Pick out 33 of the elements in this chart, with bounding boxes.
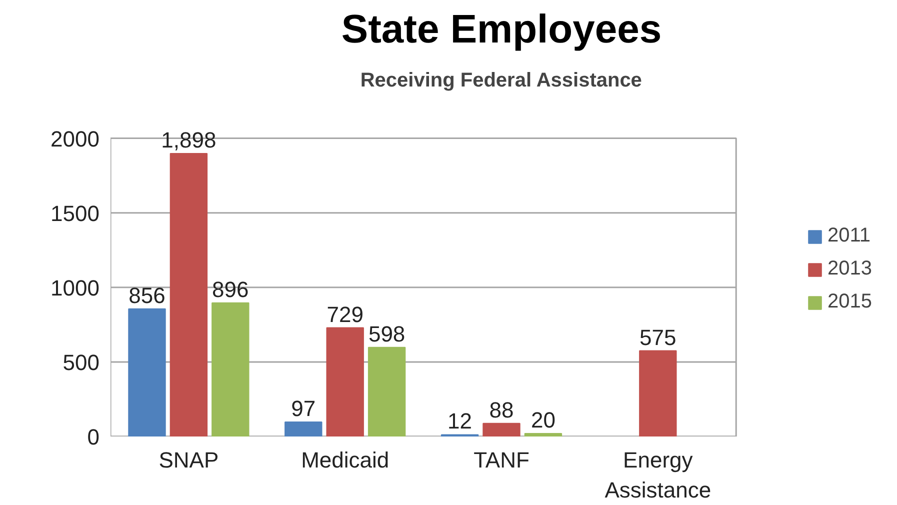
bar: [368, 346, 406, 436]
bar: [326, 327, 364, 436]
y-tick-label: 0: [87, 424, 100, 450]
bar: [482, 422, 520, 436]
bar: [284, 422, 322, 436]
x-tick-label: Medicaid: [301, 448, 390, 472]
y-tick-label: 500: [62, 350, 100, 375]
chart-subtitle: Receiving Federal Assistance: [360, 70, 642, 92]
x-tick-label: SNAP: [158, 448, 219, 472]
data-label: 598: [368, 321, 406, 346]
bar: [212, 302, 250, 436]
x-tick-label: Energy Assistance: [604, 448, 712, 502]
data-label: 12: [448, 408, 472, 434]
legend-label: 2013: [828, 258, 872, 280]
legend-label: 2015: [828, 290, 872, 314]
x-tick-label: TANF: [474, 448, 530, 472]
bar: [639, 350, 677, 436]
data-label: 20: [530, 408, 556, 433]
data-label: 729: [326, 302, 364, 327]
legend-label: 2011: [828, 224, 871, 248]
chart-title: State Employees: [341, 8, 662, 52]
y-tick-label: 1000: [50, 275, 100, 300]
data-label: 896: [212, 276, 249, 302]
y-tick-label: 2000: [50, 126, 100, 152]
data-label: 97: [291, 396, 316, 422]
y-tick-label: 1500: [50, 200, 100, 226]
data-label: 856: [128, 282, 166, 308]
bar: [170, 152, 208, 436]
data-label: 575: [640, 324, 676, 350]
data-label: 88: [489, 397, 514, 422]
bar: [128, 308, 166, 436]
bar: [524, 433, 562, 436]
data-label: 1,898: [161, 127, 216, 152]
